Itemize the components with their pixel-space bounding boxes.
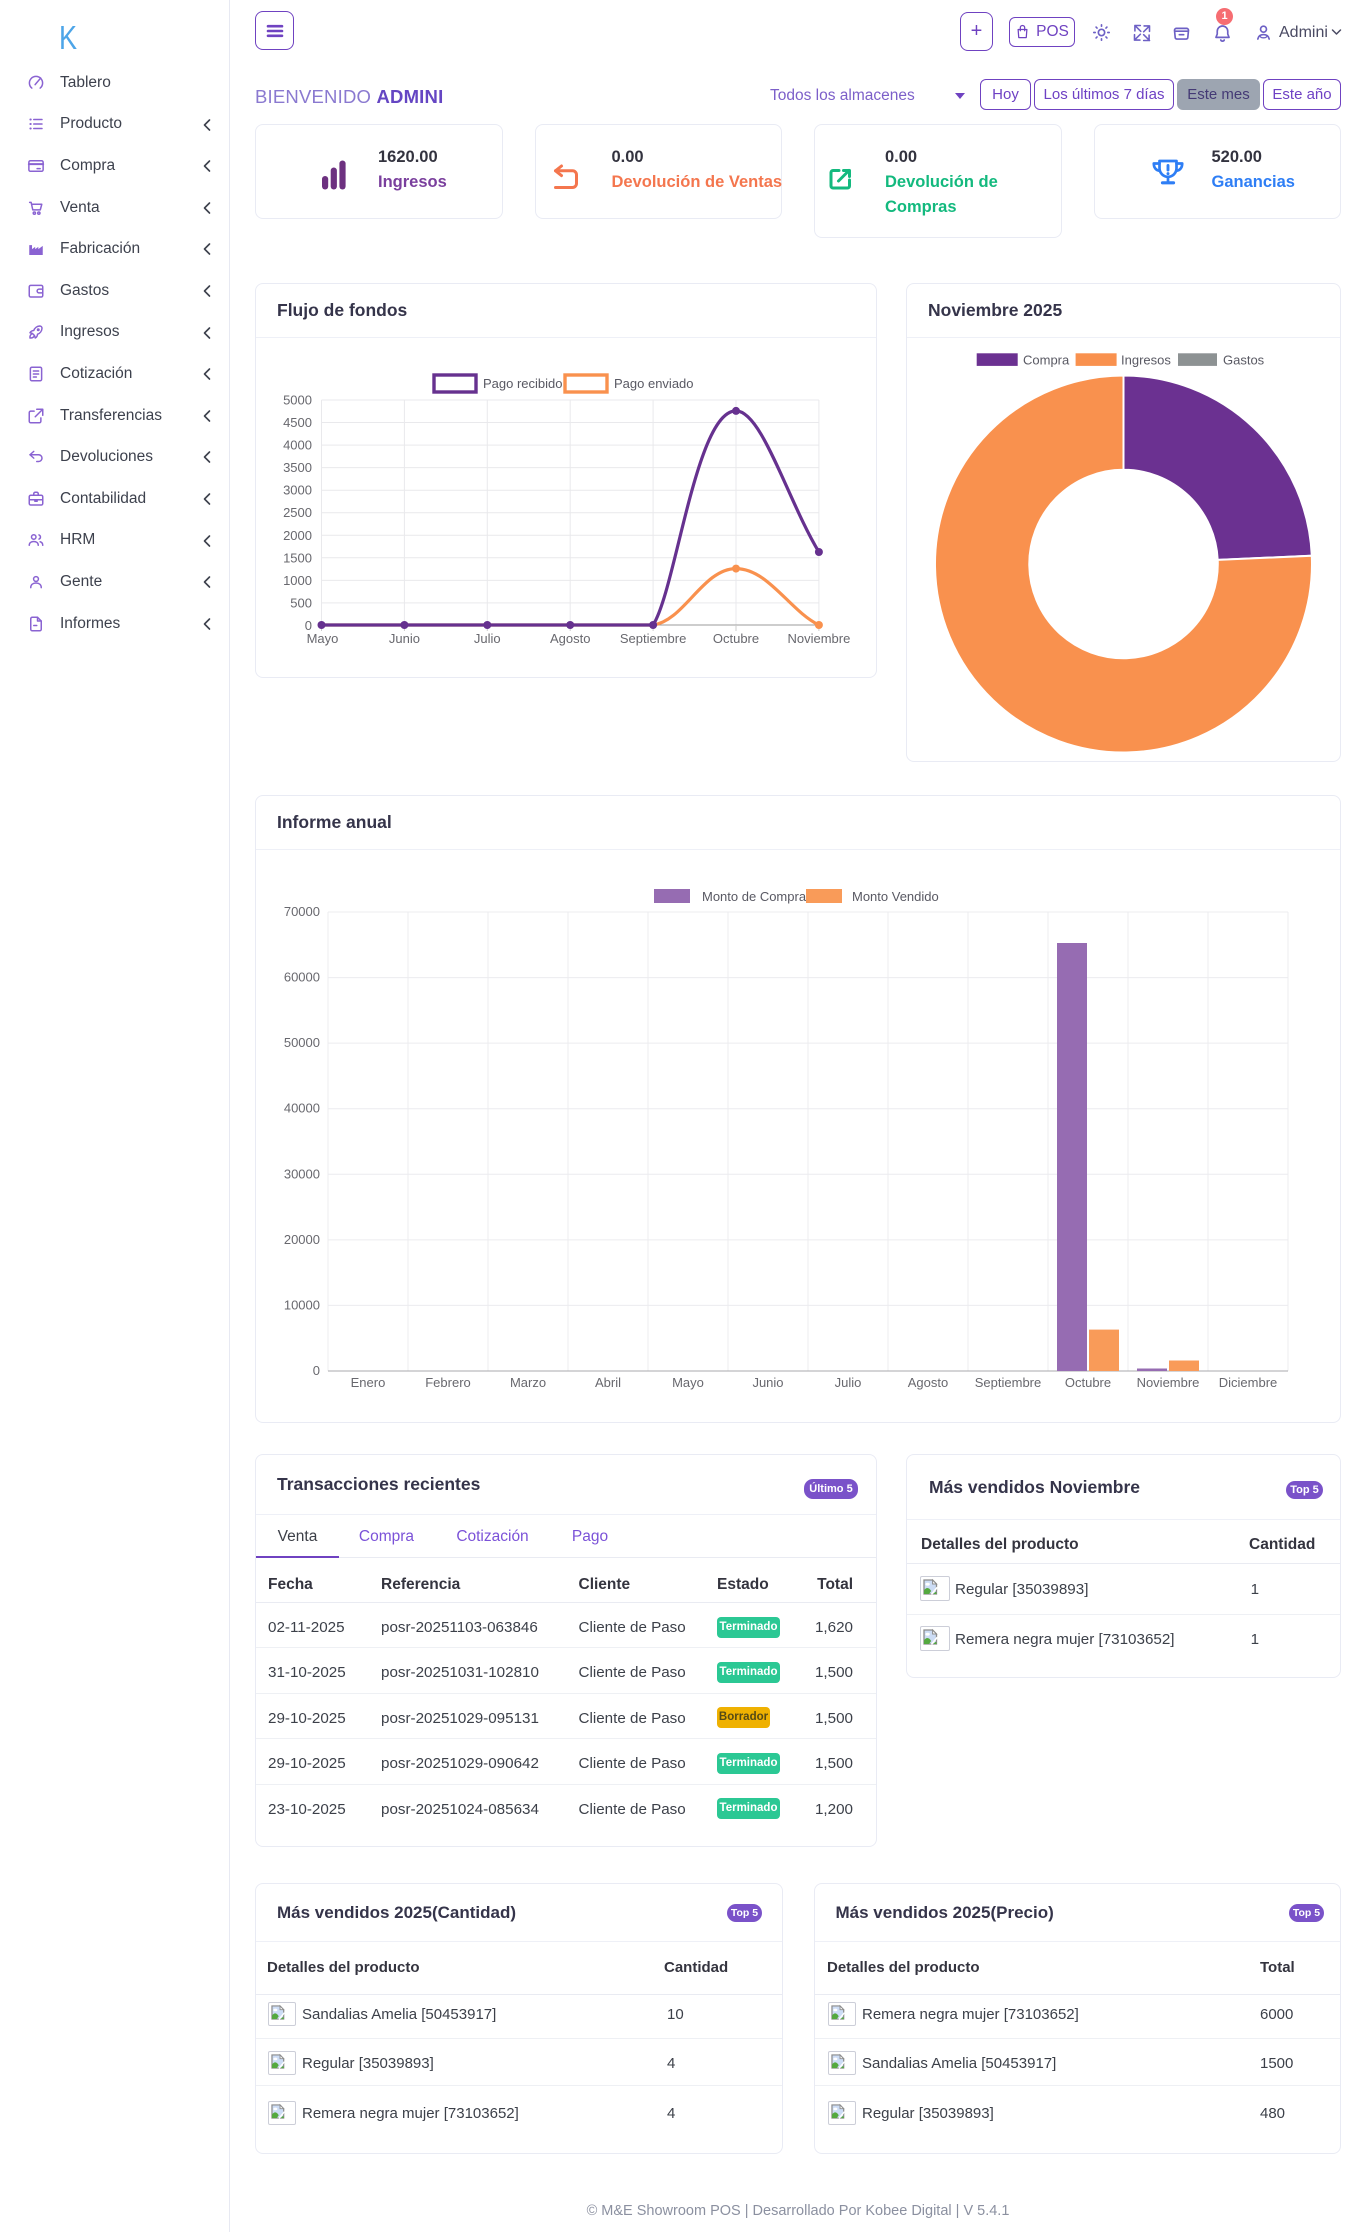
svg-text:0: 0: [313, 1363, 320, 1378]
svg-text:Compra: Compra: [1023, 353, 1070, 368]
svg-text:Abril: Abril: [595, 1375, 621, 1390]
svg-text:Septiembre: Septiembre: [975, 1375, 1041, 1390]
svg-text:Junio: Junio: [752, 1375, 783, 1390]
svg-text:Julio: Julio: [474, 631, 501, 646]
svg-text:Mayo: Mayo: [672, 1375, 704, 1390]
svg-text:Monto Vendido: Monto Vendido: [852, 889, 939, 904]
svg-text:Mayo: Mayo: [307, 631, 339, 646]
svg-text:30000: 30000: [284, 1166, 320, 1181]
svg-text:4500: 4500: [283, 415, 312, 430]
svg-text:2000: 2000: [283, 528, 312, 543]
svg-text:3000: 3000: [283, 483, 312, 498]
svg-text:Agosto: Agosto: [908, 1375, 948, 1390]
svg-text:Monto de Compra: Monto de Compra: [702, 889, 807, 904]
svg-text:Agosto: Agosto: [550, 631, 590, 646]
svg-text:Pago recibido: Pago recibido: [483, 376, 563, 391]
svg-text:Septiembre: Septiembre: [620, 631, 686, 646]
svg-text:Diciembre: Diciembre: [1219, 1375, 1278, 1390]
svg-text:Pago enviado: Pago enviado: [614, 376, 694, 391]
svg-text:Octubre: Octubre: [1065, 1375, 1111, 1390]
svg-text:Noviembre: Noviembre: [787, 631, 850, 646]
svg-text:Marzo: Marzo: [510, 1375, 546, 1390]
svg-text:1500: 1500: [283, 550, 312, 565]
svg-text:3500: 3500: [283, 460, 312, 475]
svg-text:4000: 4000: [283, 438, 312, 453]
svg-text:Julio: Julio: [835, 1375, 862, 1390]
svg-text:50000: 50000: [284, 1035, 320, 1050]
svg-text:Ingresos: Ingresos: [1121, 353, 1171, 368]
svg-text:2500: 2500: [283, 505, 312, 520]
svg-text:10000: 10000: [284, 1297, 320, 1312]
svg-text:Gastos: Gastos: [1223, 353, 1265, 368]
svg-text:Octubre: Octubre: [713, 631, 759, 646]
svg-text:500: 500: [290, 595, 312, 610]
svg-text:Junio: Junio: [389, 631, 420, 646]
svg-text:5000: 5000: [283, 393, 312, 408]
svg-text:20000: 20000: [284, 1232, 320, 1247]
svg-text:70000: 70000: [284, 904, 320, 919]
svg-text:Febrero: Febrero: [425, 1375, 471, 1390]
svg-text:1000: 1000: [283, 573, 312, 588]
svg-text:60000: 60000: [284, 970, 320, 985]
svg-text:0: 0: [305, 618, 312, 633]
svg-text:Noviembre: Noviembre: [1137, 1375, 1200, 1390]
svg-text:Enero: Enero: [351, 1375, 386, 1390]
svg-text:40000: 40000: [284, 1101, 320, 1116]
